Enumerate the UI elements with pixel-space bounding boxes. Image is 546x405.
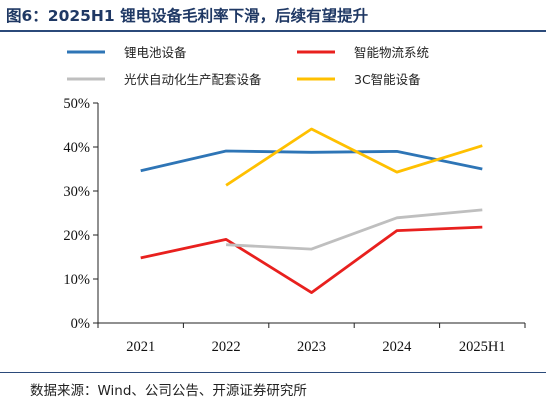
source-divider <box>0 372 546 373</box>
x-tick-label: 2021 <box>126 339 155 355</box>
legend-label: 3C智能设备 <box>354 72 421 87</box>
y-tick-label: 40% <box>63 140 90 156</box>
y-tick-label: 0% <box>71 316 90 332</box>
y-tick-label: 20% <box>63 228 90 244</box>
y-tick-label: 10% <box>63 272 90 288</box>
series-line-4 <box>225 127 483 187</box>
x-tick-label: 2024 <box>382 339 412 355</box>
axes: 0% 10% 20% 30% 40% 50% 2021 2022 2023 2024 2025H1 <box>63 96 526 355</box>
title-underline <box>0 30 546 32</box>
legend-label: 锂电池设备 <box>124 45 187 60</box>
y-tick-label: 50% <box>63 96 90 112</box>
legend-label: 智能物流系统 <box>354 45 429 60</box>
series-line-3 <box>226 208 483 251</box>
y-tick-label: 30% <box>63 184 90 200</box>
source-note: 数据来源：Wind、公司公告、开源证券研究所 <box>30 383 307 399</box>
legend-label: 光伏自动化生产配套设备 <box>124 72 262 87</box>
series-line-1 <box>140 149 483 173</box>
x-tick-label: 2025H1 <box>459 339 506 355</box>
series-line-2 <box>140 225 483 294</box>
chart-title: 图6：2025H1 锂电设备毛利率下滑，后续有望提升 <box>6 7 369 25</box>
series-lines <box>140 127 483 294</box>
x-tick-label: 2022 <box>212 339 241 355</box>
x-tick-label: 2023 <box>297 339 326 355</box>
